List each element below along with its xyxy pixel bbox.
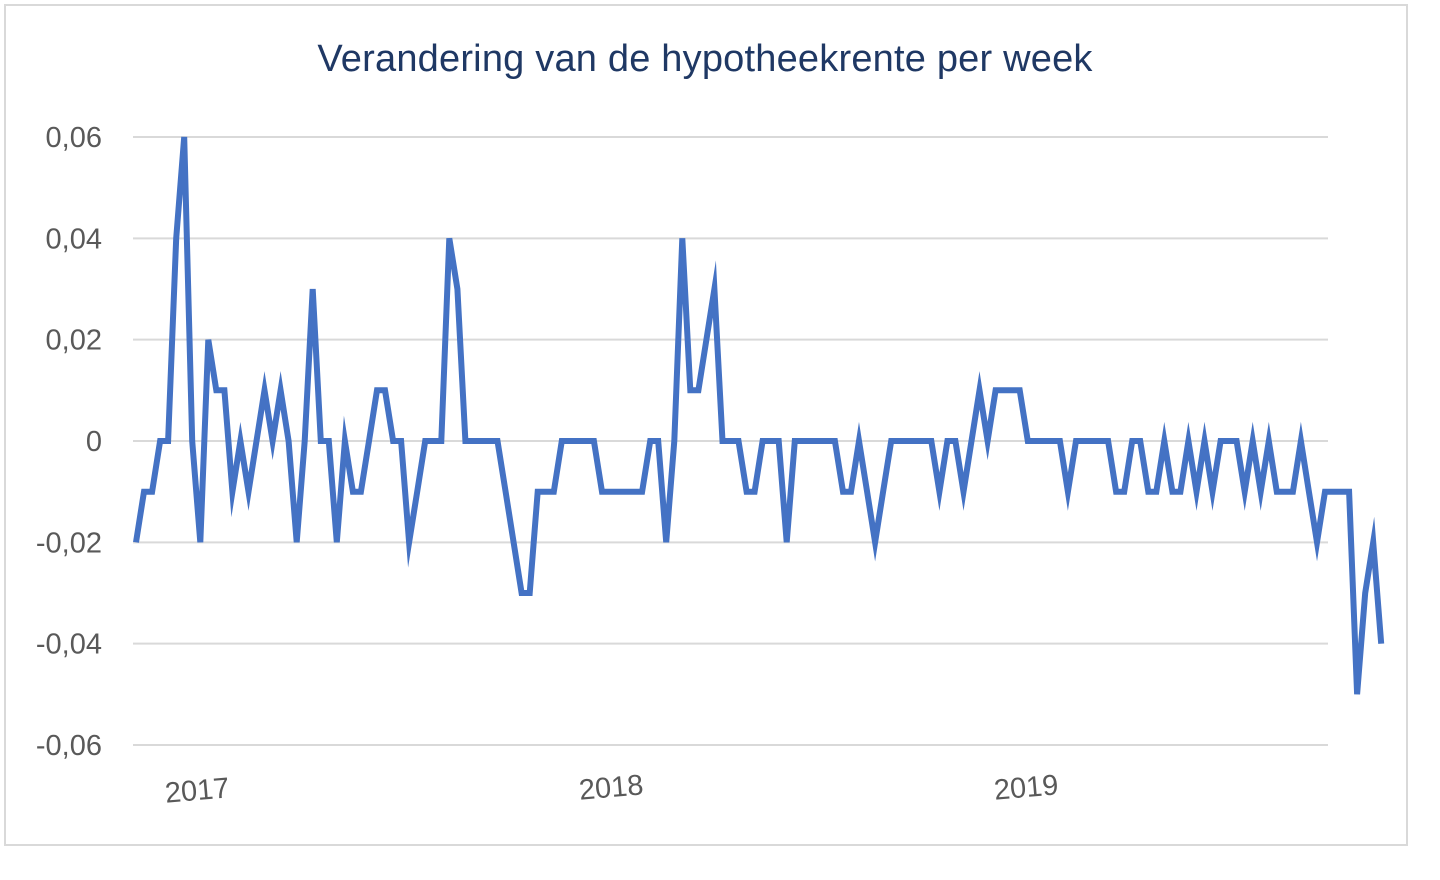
y-tick-label: -0,04 bbox=[36, 629, 102, 661]
y-tick-label: -0,02 bbox=[36, 527, 102, 559]
y-axis-tick-labels: 0,06 0,04 0,02 0 -0,02 -0,04 -0,06 bbox=[36, 122, 102, 762]
x-axis-tick-labels: 2017 2018 2019 bbox=[164, 769, 1060, 810]
series-layer bbox=[133, 136, 1385, 695]
chart-frame bbox=[4, 4, 1408, 846]
y-tick-label: 0,04 bbox=[46, 223, 102, 255]
chart-title: Verandering van de hypotheekrente per we… bbox=[317, 38, 1093, 80]
x-tick-label: 2019 bbox=[993, 769, 1060, 807]
y-tick-label: -0,06 bbox=[36, 730, 102, 762]
grid-lines bbox=[133, 136, 1328, 746]
series-line bbox=[133, 136, 1385, 695]
x-tick-label: 2017 bbox=[164, 772, 231, 810]
x-tick-label: 2018 bbox=[578, 769, 645, 807]
y-tick-label: 0,02 bbox=[46, 325, 102, 357]
y-tick-label: 0 bbox=[86, 426, 102, 458]
y-tick-label: 0,06 bbox=[46, 122, 102, 154]
